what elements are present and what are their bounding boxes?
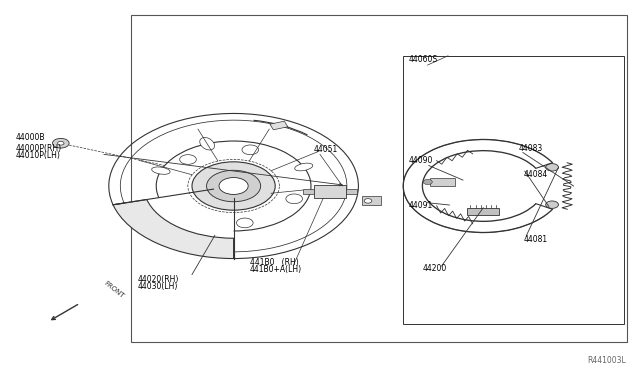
Bar bbox=[303, 189, 314, 194]
Bar bbox=[314, 185, 346, 198]
Circle shape bbox=[423, 179, 432, 185]
Text: 44084: 44084 bbox=[524, 170, 548, 179]
Bar bbox=[270, 121, 288, 130]
Text: 44091: 44091 bbox=[408, 201, 433, 210]
Circle shape bbox=[546, 201, 559, 208]
Circle shape bbox=[242, 145, 259, 155]
Bar bbox=[362, 196, 381, 205]
Circle shape bbox=[192, 162, 275, 210]
Text: 441B0   (RH): 441B0 (RH) bbox=[250, 258, 298, 267]
Text: 44060S: 44060S bbox=[408, 55, 438, 64]
Bar bbox=[403, 56, 624, 324]
Text: R441003L: R441003L bbox=[587, 356, 626, 365]
Circle shape bbox=[236, 218, 253, 228]
Text: 44051: 44051 bbox=[314, 145, 338, 154]
Ellipse shape bbox=[152, 167, 170, 174]
Ellipse shape bbox=[200, 138, 214, 150]
Text: 44010P(LH): 44010P(LH) bbox=[16, 151, 61, 160]
Text: 44000B: 44000B bbox=[16, 133, 45, 142]
Circle shape bbox=[180, 155, 196, 164]
Circle shape bbox=[219, 177, 248, 195]
Circle shape bbox=[52, 138, 69, 148]
Text: 44081: 44081 bbox=[524, 235, 548, 244]
Text: FRONT: FRONT bbox=[102, 280, 125, 299]
Wedge shape bbox=[113, 199, 234, 259]
Ellipse shape bbox=[294, 163, 313, 171]
Text: 44000P(RH): 44000P(RH) bbox=[16, 144, 62, 153]
Circle shape bbox=[364, 199, 372, 203]
Text: 44090: 44090 bbox=[408, 156, 433, 165]
Text: 44020(RH): 44020(RH) bbox=[138, 275, 179, 284]
Text: 44030(LH): 44030(LH) bbox=[138, 282, 178, 291]
Circle shape bbox=[207, 170, 260, 202]
Circle shape bbox=[286, 194, 303, 203]
Circle shape bbox=[546, 164, 559, 171]
Text: 44083: 44083 bbox=[518, 144, 543, 153]
Bar bbox=[429, 178, 455, 186]
Bar bbox=[346, 189, 357, 194]
Circle shape bbox=[58, 141, 64, 145]
Text: 44200: 44200 bbox=[422, 264, 447, 273]
Bar bbox=[131, 15, 627, 342]
Bar bbox=[467, 208, 499, 215]
Text: 441B0+A(LH): 441B0+A(LH) bbox=[250, 265, 301, 274]
